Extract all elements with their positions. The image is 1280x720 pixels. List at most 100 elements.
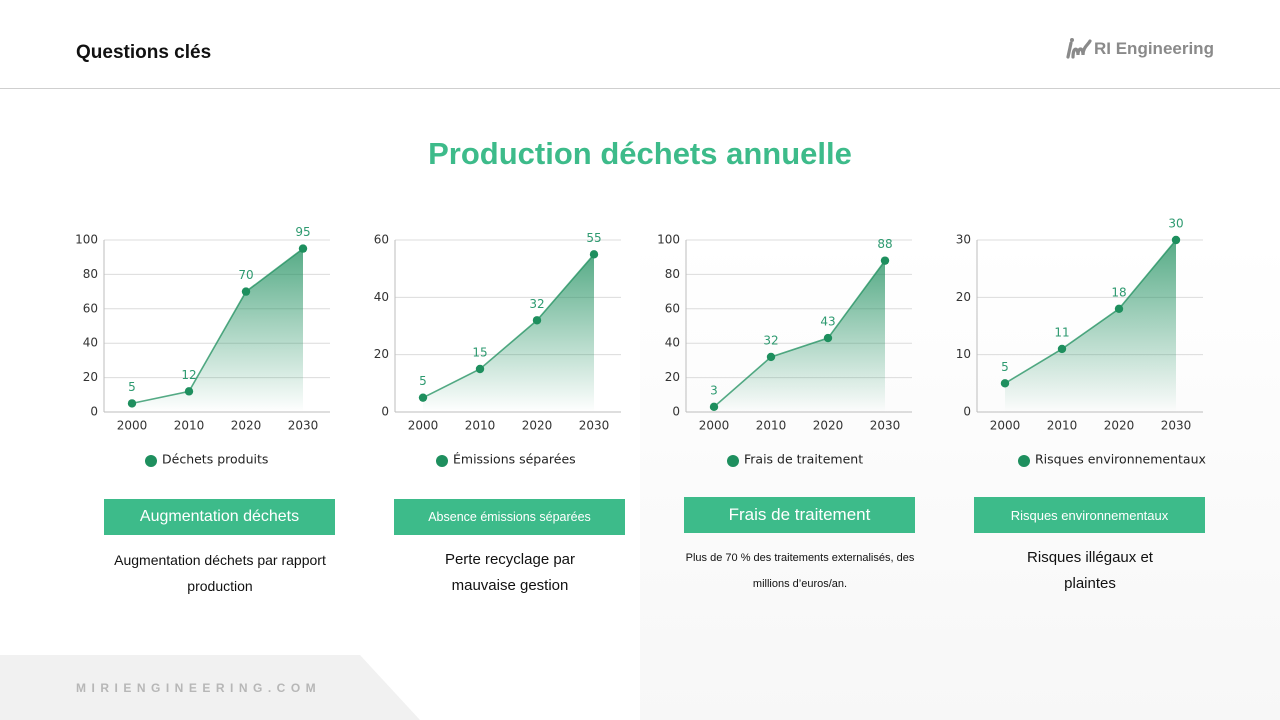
data-point <box>880 256 890 265</box>
x-tick-label: 2010 <box>174 419 205 433</box>
data-point <box>823 333 833 343</box>
y-tick-label: 60 <box>665 301 680 315</box>
data-point <box>532 316 542 325</box>
y-tick-label: 30 <box>956 233 971 247</box>
x-tick-label: 2010 <box>756 419 787 433</box>
y-tick-label: 10 <box>956 347 971 361</box>
card-label: Absence émissions séparées <box>394 499 625 535</box>
y-tick-label: 20 <box>374 347 389 361</box>
data-label: 5 <box>419 374 427 388</box>
legend-marker <box>145 455 157 467</box>
data-point <box>298 244 308 253</box>
data-point <box>241 287 251 296</box>
x-tick-label: 2000 <box>117 419 148 433</box>
x-tick-label: 2000 <box>990 419 1021 433</box>
data-point <box>475 364 485 374</box>
data-label: 32 <box>529 297 544 311</box>
data-point <box>1114 304 1124 313</box>
card-description: Augmentation déchets par rapport product… <box>114 552 326 594</box>
y-tick-label: 0 <box>963 405 971 419</box>
data-point <box>184 387 194 396</box>
section-heading: Production déchets annuelle <box>428 136 852 171</box>
line <box>422 253 595 399</box>
card-label: Augmentation déchets <box>104 499 335 535</box>
data-point <box>127 399 137 408</box>
data-label: 88 <box>877 237 892 251</box>
y-tick-label: 100 <box>657 233 680 247</box>
y-tick-label: 20 <box>956 290 971 304</box>
legend-label: Frais de traitement <box>744 452 863 467</box>
data-point <box>766 352 776 362</box>
logo-icon <box>1066 38 1092 59</box>
card-description: Plus de 70 % des traitements externalisé… <box>685 552 915 590</box>
x-tick-label: 2030 <box>579 419 610 433</box>
legend-marker <box>1018 455 1030 467</box>
y-tick-label: 40 <box>665 336 680 350</box>
card-description: Risques illégaux et plaintes <box>1027 549 1153 592</box>
footer-shape <box>0 655 420 720</box>
area <box>423 254 594 412</box>
x-tick-label: 2000 <box>408 419 439 433</box>
y-tick-label: 60 <box>374 233 389 247</box>
data-point <box>1057 344 1067 354</box>
data-label: 5 <box>1001 360 1009 374</box>
header-title: Questions clés <box>76 42 212 63</box>
data-point <box>1171 235 1181 245</box>
data-label: 12 <box>181 368 196 382</box>
data-point <box>1000 379 1010 388</box>
line <box>131 247 304 405</box>
data-label: 5 <box>128 380 136 394</box>
data-point <box>589 250 599 259</box>
data-label: 32 <box>763 333 778 347</box>
y-tick-label: 80 <box>665 267 680 281</box>
header-divider <box>0 88 1280 89</box>
legend-label: Déchets produits <box>162 452 268 467</box>
data-label: 55 <box>586 231 601 245</box>
legend-marker <box>436 455 448 467</box>
x-tick-label: 2020 <box>1104 419 1135 433</box>
legend-label: Émissions séparées <box>453 452 576 467</box>
y-tick-label: 80 <box>83 267 98 281</box>
line <box>1004 239 1177 385</box>
data-label: 70 <box>238 268 253 282</box>
x-tick-label: 2010 <box>1047 419 1078 433</box>
data-label: 43 <box>820 315 835 329</box>
x-tick-label: 2030 <box>1161 419 1192 433</box>
y-tick-label: 20 <box>83 370 98 384</box>
y-tick-label: 0 <box>90 405 98 419</box>
data-label: 3 <box>710 383 718 397</box>
logo: RI Engineering <box>1066 37 1214 61</box>
x-tick-label: 2020 <box>813 419 844 433</box>
legend-marker <box>727 455 739 467</box>
card-label: Frais de traitement <box>684 497 915 533</box>
line <box>713 260 886 408</box>
area <box>714 260 885 412</box>
y-tick-label: 40 <box>83 336 98 350</box>
area <box>1005 240 1176 412</box>
y-tick-label: 100 <box>75 233 98 247</box>
x-tick-label: 2020 <box>522 419 553 433</box>
y-tick-label: 60 <box>83 301 98 315</box>
data-label: 30 <box>1168 217 1183 231</box>
logo-text: RI Engineering <box>1094 39 1214 58</box>
data-label: 95 <box>295 225 310 239</box>
y-tick-label: 0 <box>672 405 680 419</box>
y-tick-label: 20 <box>665 370 680 384</box>
footer-url: MIRIENGINEERING.COM <box>76 681 322 695</box>
y-tick-label: 40 <box>374 290 389 304</box>
x-tick-label: 2000 <box>699 419 730 433</box>
area <box>132 248 303 412</box>
x-tick-label: 2030 <box>288 419 319 433</box>
x-tick-label: 2020 <box>231 419 262 433</box>
data-label: 11 <box>1054 325 1069 339</box>
x-tick-label: 2010 <box>465 419 496 433</box>
card-description: Perte recyclage par mauvaise gestion <box>444 551 576 594</box>
data-point <box>709 402 719 412</box>
legend-label: Risques environnementaux <box>1035 452 1206 467</box>
card-label: Risques environnementaux <box>974 497 1205 533</box>
x-tick-label: 2030 <box>870 419 901 433</box>
data-point <box>418 393 428 402</box>
y-tick-label: 0 <box>381 405 389 419</box>
